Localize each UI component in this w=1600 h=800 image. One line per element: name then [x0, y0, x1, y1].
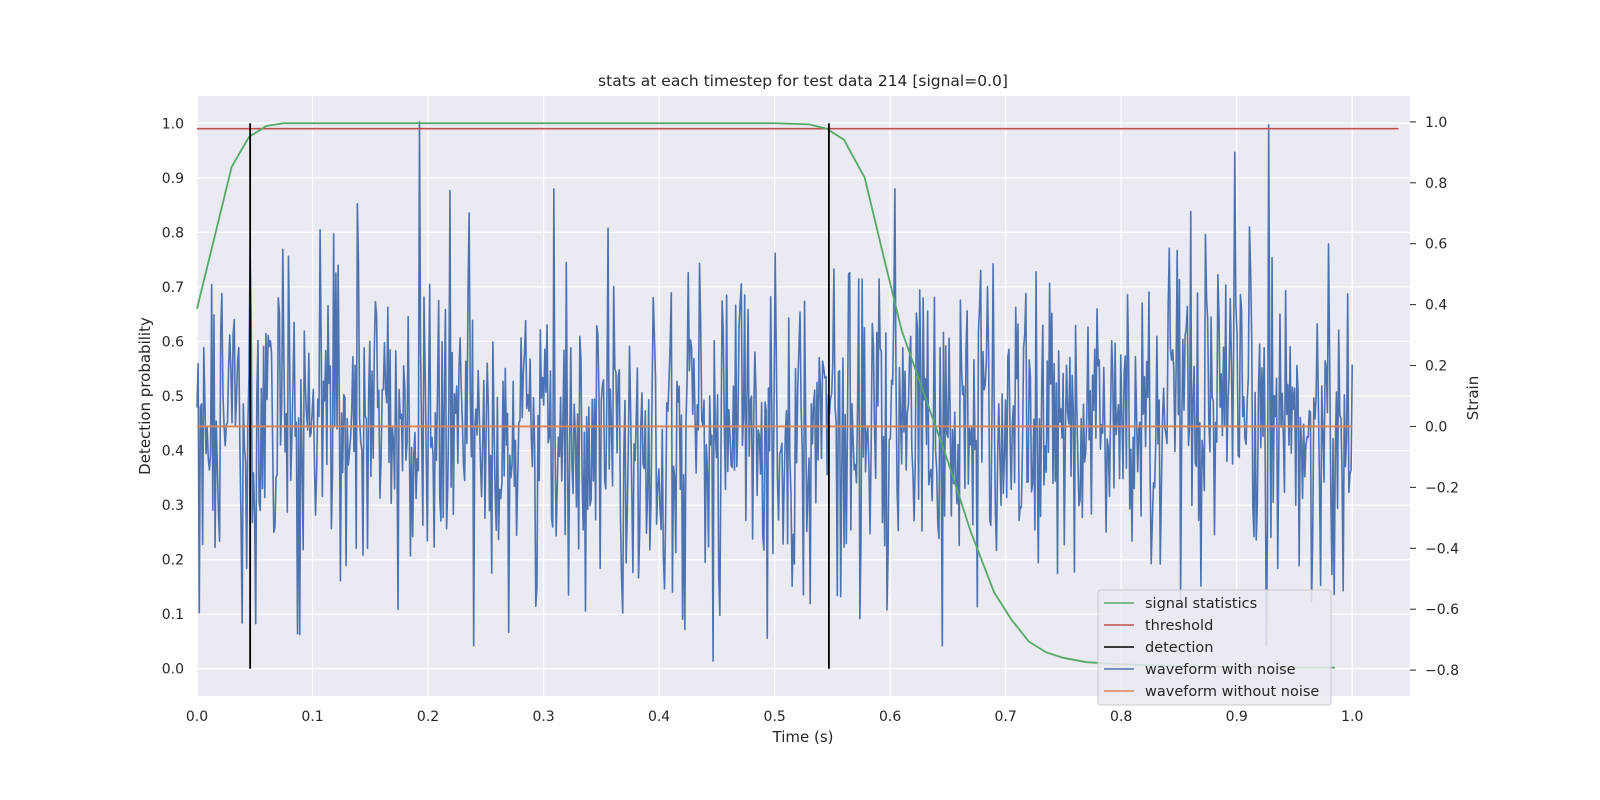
left-y-tick-label: 0.2 [162, 553, 184, 569]
legend-label-waveform-without-noise: waveform without noise [1145, 684, 1319, 700]
x-tick-label: 1.0 [1341, 709, 1363, 725]
left-y-tick-label: 0.3 [162, 498, 184, 514]
left-y-tick-label: 0.1 [162, 607, 184, 623]
x-tick-label: 0.2 [417, 709, 439, 725]
left-y-tick-label: 1.0 [162, 116, 184, 132]
legend-label-threshold: threshold [1145, 618, 1213, 634]
right-y-tick-label: 1.0 [1425, 115, 1447, 131]
right-y-axis-label: Strain [1464, 376, 1482, 420]
left-y-tick-label: 0.5 [162, 389, 184, 405]
right-y-tick-label: 0.8 [1425, 176, 1447, 192]
right-y-tick-label: 0.6 [1425, 237, 1447, 253]
legend: signal statistics threshold detection wa… [1097, 589, 1332, 706]
chart-title: stats at each timestep for test data 214… [598, 72, 1008, 90]
x-tick-label: 0.1 [301, 709, 323, 725]
right-y-tick-label: −0.8 [1425, 663, 1459, 679]
x-tick-label: 0.6 [879, 709, 901, 725]
x-tick-label: 0.8 [1110, 709, 1132, 725]
left-y-tick-label: 0.8 [162, 225, 184, 241]
x-tick-label: 0.3 [532, 709, 554, 725]
right-y-tick-label: 0.4 [1425, 298, 1447, 314]
x-tick-label: 0.7 [995, 709, 1017, 725]
right-y-tick-label: −0.6 [1425, 602, 1459, 618]
left-y-tick-label: 0.9 [162, 171, 184, 187]
x-tick-labels: 0.0 0.1 0.2 0.3 0.4 0.5 0.6 0.7 0.8 0.9 1.0 [186, 709, 1364, 725]
series-layer [196, 121, 1399, 669]
left-y-tick-label: 0.7 [162, 280, 184, 296]
left-y-tick-labels: 0.0 0.1 0.2 0.3 0.4 0.5 0.6 0.7 0.8 0.9 1.0 [162, 116, 184, 677]
right-y-tick-label: 0.2 [1425, 359, 1447, 375]
left-y-tick-label: 0.0 [162, 662, 184, 678]
left-y-axis-label: Detection probability [136, 317, 154, 475]
x-tick-label: 0.5 [763, 709, 785, 725]
legend-label-waveform-with-noise: waveform with noise [1145, 662, 1296, 678]
right-y-tick-label: 0.0 [1425, 419, 1447, 435]
x-axis-label: Time (s) [772, 728, 834, 746]
legend-label-signal-statistics: signal statistics [1145, 596, 1257, 612]
series-waveform-with-noise [196, 121, 1354, 662]
legend-label-detection: detection [1145, 640, 1213, 656]
x-tick-label: 0.4 [648, 709, 670, 725]
x-tick-label: 0.9 [1226, 709, 1248, 725]
legend-box [1097, 589, 1332, 706]
left-y-tick-label: 0.4 [162, 444, 184, 460]
right-y-tick-label: −0.2 [1425, 480, 1459, 496]
right-y-tick-label: −0.4 [1425, 541, 1459, 557]
right-y-tick-labels: −0.8 −0.6 −0.4 −0.2 0.0 0.2 0.4 0.6 0.8 1.0 [1410, 115, 1459, 679]
x-tick-label: 0.0 [186, 709, 208, 725]
left-y-tick-label: 0.6 [162, 334, 184, 350]
series-signal-statistics [196, 122, 1335, 669]
